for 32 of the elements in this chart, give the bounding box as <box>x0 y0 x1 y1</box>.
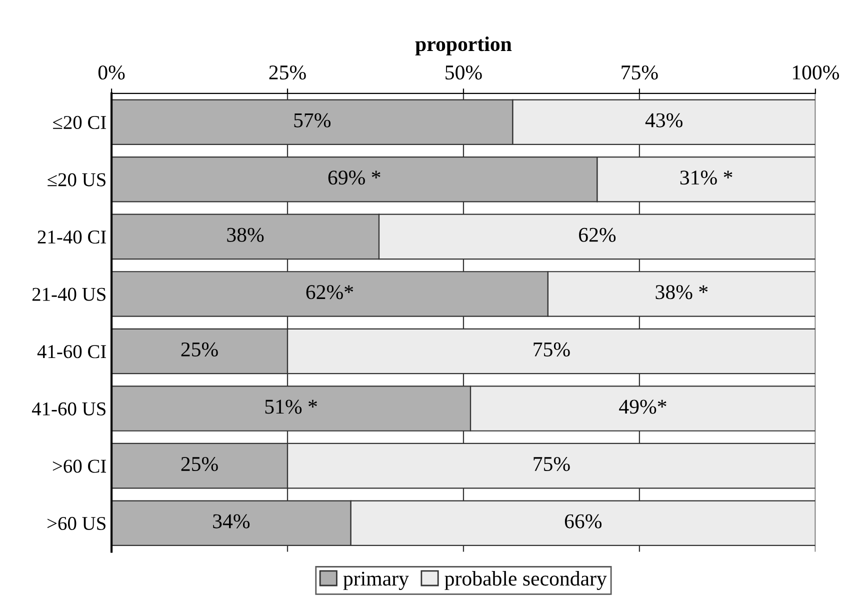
y-tick-label: >60 US <box>48 516 106 530</box>
data-label: 69% * <box>328 170 380 185</box>
data-label: 49%* <box>619 400 666 414</box>
y-tick-label: ≤20 CI <box>53 116 106 130</box>
y-tick-label: 21-40 CI <box>38 230 106 244</box>
x-tick-label: 50% <box>446 65 482 80</box>
legend-label: primary <box>343 572 409 590</box>
x-axis-title: proportion <box>415 36 512 56</box>
data-label: 43% <box>645 113 682 128</box>
y-tick-label: ≤20 US <box>48 173 106 186</box>
data-label: 62% <box>579 228 616 242</box>
y-tick-label: 41-60 CI <box>37 345 106 358</box>
data-label: 34% <box>213 514 250 528</box>
data-label: 25% <box>181 342 218 357</box>
data-label: 62%* <box>306 285 354 300</box>
x-tick-label: 100% <box>792 65 840 80</box>
y-tick-label: 21-40 US <box>32 288 106 301</box>
data-label: 75% <box>534 456 570 472</box>
data-label: 51% * <box>265 400 317 414</box>
data-label: 57% <box>294 113 331 128</box>
y-tick-label: >60 CI <box>52 460 106 473</box>
data-label: 66% <box>564 514 602 528</box>
x-tick-label: 75% <box>622 65 658 80</box>
data-label: 38% * <box>656 285 708 300</box>
legend-label: probable secondary <box>444 571 607 590</box>
y-tick-label: 41-60 US <box>32 402 106 416</box>
data-label: 38% <box>227 228 264 242</box>
x-tick-label: 25% <box>269 65 306 80</box>
data-label: 25% <box>181 456 218 472</box>
data-label: 75% <box>534 342 570 357</box>
x-tick-label: 0% <box>98 65 125 80</box>
data-label: 31% * <box>680 170 732 185</box>
